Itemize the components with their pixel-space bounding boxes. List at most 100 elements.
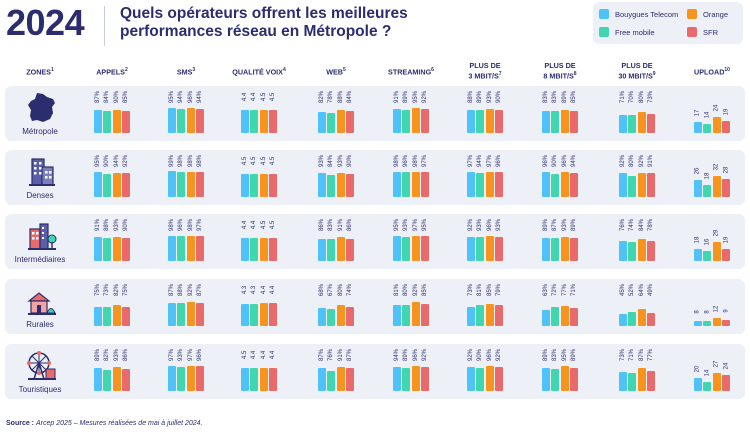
bar-value-label: 76% bbox=[619, 217, 627, 233]
bar bbox=[476, 304, 485, 326]
bar-value-label: 97% bbox=[168, 347, 176, 363]
bar-value-label: 98% bbox=[393, 153, 401, 169]
metric-group: 45% 52% 64% 49% bbox=[618, 279, 667, 334]
column-header-label: SMS bbox=[176, 67, 193, 77]
bar-value-label: 82% bbox=[103, 347, 111, 363]
bar bbox=[466, 171, 475, 197]
bar-value-label: 4.5 bbox=[269, 153, 277, 169]
bar-value-label: 86% bbox=[122, 347, 130, 363]
column-header-metric: APPELS2 bbox=[80, 66, 144, 76]
bar bbox=[177, 303, 186, 326]
bar-value: 87% bbox=[197, 283, 204, 297]
bar-value-label: 93% bbox=[476, 217, 484, 233]
footnote-marker: 4 bbox=[282, 67, 286, 73]
bar-value-label: 73% bbox=[467, 282, 475, 298]
bar-value-label: 78% bbox=[647, 217, 655, 233]
bar-value-label: 87% bbox=[94, 89, 102, 105]
metric-group: 87% 84% 90% 85% bbox=[93, 86, 142, 141]
bar-value: 80% bbox=[403, 283, 410, 297]
bar-value-label: 86% bbox=[318, 217, 326, 233]
column-header-metric: PLUS DE 8 MBIT/S8 bbox=[528, 61, 592, 81]
bar-value-label: 52% bbox=[628, 282, 636, 298]
bar bbox=[269, 368, 278, 391]
bar-value-label: 81% bbox=[476, 282, 484, 298]
bar bbox=[628, 176, 637, 197]
france-map-icon bbox=[25, 91, 59, 125]
bar-value: 93% bbox=[113, 348, 120, 362]
bar-value-label: 91% bbox=[337, 347, 345, 363]
bar-value: 71% bbox=[571, 283, 578, 297]
metric-group: 82% 78% 88% 84% bbox=[317, 86, 366, 141]
zone-row: Métropole 87% 84% 90% 85% 95% 94% 96% 94% 4.4 4.4 4… bbox=[5, 86, 745, 141]
bar-value: 91% bbox=[94, 218, 101, 232]
metric-group: 18 16 29 19 bbox=[693, 214, 742, 269]
bar-value: 82% bbox=[318, 90, 325, 104]
bar bbox=[250, 110, 259, 133]
source-note: Source : Arcep 2025 – Mesures réalisées … bbox=[6, 420, 203, 427]
footnote-marker: 8 bbox=[573, 71, 577, 77]
bar-value: 4.5 bbox=[270, 156, 277, 166]
column-header-metric: PLUS DE 30 MBIT/S9 bbox=[605, 61, 669, 80]
bar bbox=[693, 249, 702, 261]
bar bbox=[196, 235, 205, 261]
ferris-wheel-icon bbox=[25, 349, 59, 383]
bar-value: 19 bbox=[723, 108, 730, 115]
bar-value: 90% bbox=[552, 154, 559, 168]
bar-value: 93% bbox=[318, 154, 325, 168]
bar bbox=[269, 237, 278, 261]
bar-value-label: 68% bbox=[318, 282, 326, 298]
bar-value: 89% bbox=[571, 218, 578, 232]
metric-group: 93% 84% 93% 90% bbox=[317, 150, 366, 205]
bar-value: 81% bbox=[393, 283, 400, 297]
bar bbox=[177, 108, 186, 133]
bar bbox=[476, 236, 485, 261]
bar-value: 97% bbox=[467, 154, 474, 168]
bar-value: 83% bbox=[552, 90, 559, 104]
footnote-marker: 9 bbox=[652, 71, 656, 77]
bar-value: 95% bbox=[422, 218, 429, 232]
bar bbox=[259, 237, 268, 261]
bar-value-label: 72% bbox=[551, 282, 559, 298]
bar bbox=[637, 173, 646, 197]
bar-value-label: 94% bbox=[476, 153, 484, 169]
bar-value: 91% bbox=[393, 90, 400, 104]
column-header-label: PLUS DE 8 MBIT/S bbox=[543, 61, 576, 81]
bar bbox=[250, 238, 259, 261]
year-heading: 2024 bbox=[6, 2, 85, 43]
bar bbox=[346, 173, 355, 197]
bar-value-label: 18 bbox=[703, 168, 711, 184]
bar-value: 94% bbox=[477, 154, 484, 168]
bar-value: 4.4 bbox=[270, 350, 277, 360]
bar-value-label: 91% bbox=[94, 217, 102, 233]
header-divider bbox=[104, 6, 105, 46]
bar bbox=[560, 305, 569, 326]
bar bbox=[336, 172, 345, 197]
bar-value-label: 14 bbox=[703, 365, 711, 381]
bar-value: 92% bbox=[619, 154, 626, 168]
bar-value-label: 89% bbox=[402, 89, 410, 105]
bar bbox=[392, 236, 401, 261]
bar bbox=[317, 308, 326, 326]
bar bbox=[618, 173, 627, 197]
bar bbox=[317, 172, 326, 197]
bar-value: 87% bbox=[318, 348, 325, 362]
bar bbox=[495, 109, 504, 133]
bar-value: 63% bbox=[542, 283, 549, 297]
bar bbox=[186, 235, 195, 261]
bar-value-label: 96% bbox=[412, 347, 420, 363]
bar bbox=[196, 303, 205, 326]
bar-value: 95% bbox=[94, 154, 101, 168]
bar bbox=[346, 111, 355, 133]
bar-value: 77% bbox=[648, 348, 655, 362]
column-header-zones: ZONES1 bbox=[8, 66, 72, 76]
bar bbox=[196, 171, 205, 197]
bar-value-label: 83% bbox=[551, 89, 559, 105]
bar bbox=[712, 373, 721, 391]
footnote-marker: 2 bbox=[124, 67, 128, 73]
bar-value: 89% bbox=[561, 90, 568, 104]
metric-group: 98% 96% 98% 97% bbox=[392, 150, 441, 205]
bar-value: 95% bbox=[393, 218, 400, 232]
bar bbox=[317, 111, 326, 133]
bar bbox=[317, 238, 326, 261]
bar-value: 76% bbox=[619, 218, 626, 232]
